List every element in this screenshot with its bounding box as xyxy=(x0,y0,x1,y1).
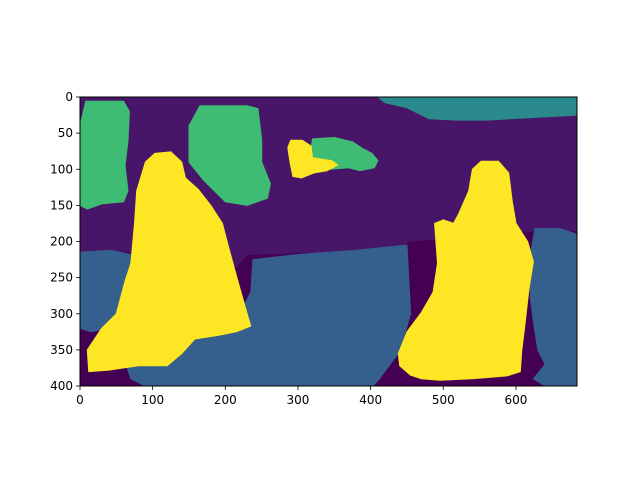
region-yellow-right-person xyxy=(397,160,534,381)
y-tick-label: 250 xyxy=(50,271,73,285)
y-tick-label: 150 xyxy=(50,198,73,212)
y-tick-label: 200 xyxy=(50,235,73,249)
region-yellow-left-person xyxy=(86,151,252,373)
y-tick-label: 50 xyxy=(58,126,73,140)
x-tick-label: 300 xyxy=(287,393,310,407)
region-yellow-small xyxy=(287,139,339,179)
y-tick-label: 400 xyxy=(50,379,73,393)
x-tick-label: 0 xyxy=(76,393,84,407)
y-tick-label: 0 xyxy=(65,90,73,104)
region-teal xyxy=(377,97,577,121)
y-axis: 0 50 100 150 200 250 300 350 400 xyxy=(50,90,80,393)
y-tick-label: 300 xyxy=(50,307,73,321)
y-tick-label: 100 xyxy=(50,162,73,176)
x-tick-label: 200 xyxy=(214,393,237,407)
y-tick-label: 350 xyxy=(50,343,73,357)
x-tick-label: 100 xyxy=(141,393,164,407)
x-axis: 0 100 200 300 400 500 600 xyxy=(76,386,527,407)
region-blue-right xyxy=(528,228,577,386)
region-green-center-left xyxy=(188,105,271,206)
heatmap-regions xyxy=(80,97,577,386)
region-green-left xyxy=(80,100,130,210)
x-tick-label: 400 xyxy=(359,393,382,407)
x-tick-label: 600 xyxy=(505,393,528,407)
x-tick-label: 500 xyxy=(432,393,455,407)
